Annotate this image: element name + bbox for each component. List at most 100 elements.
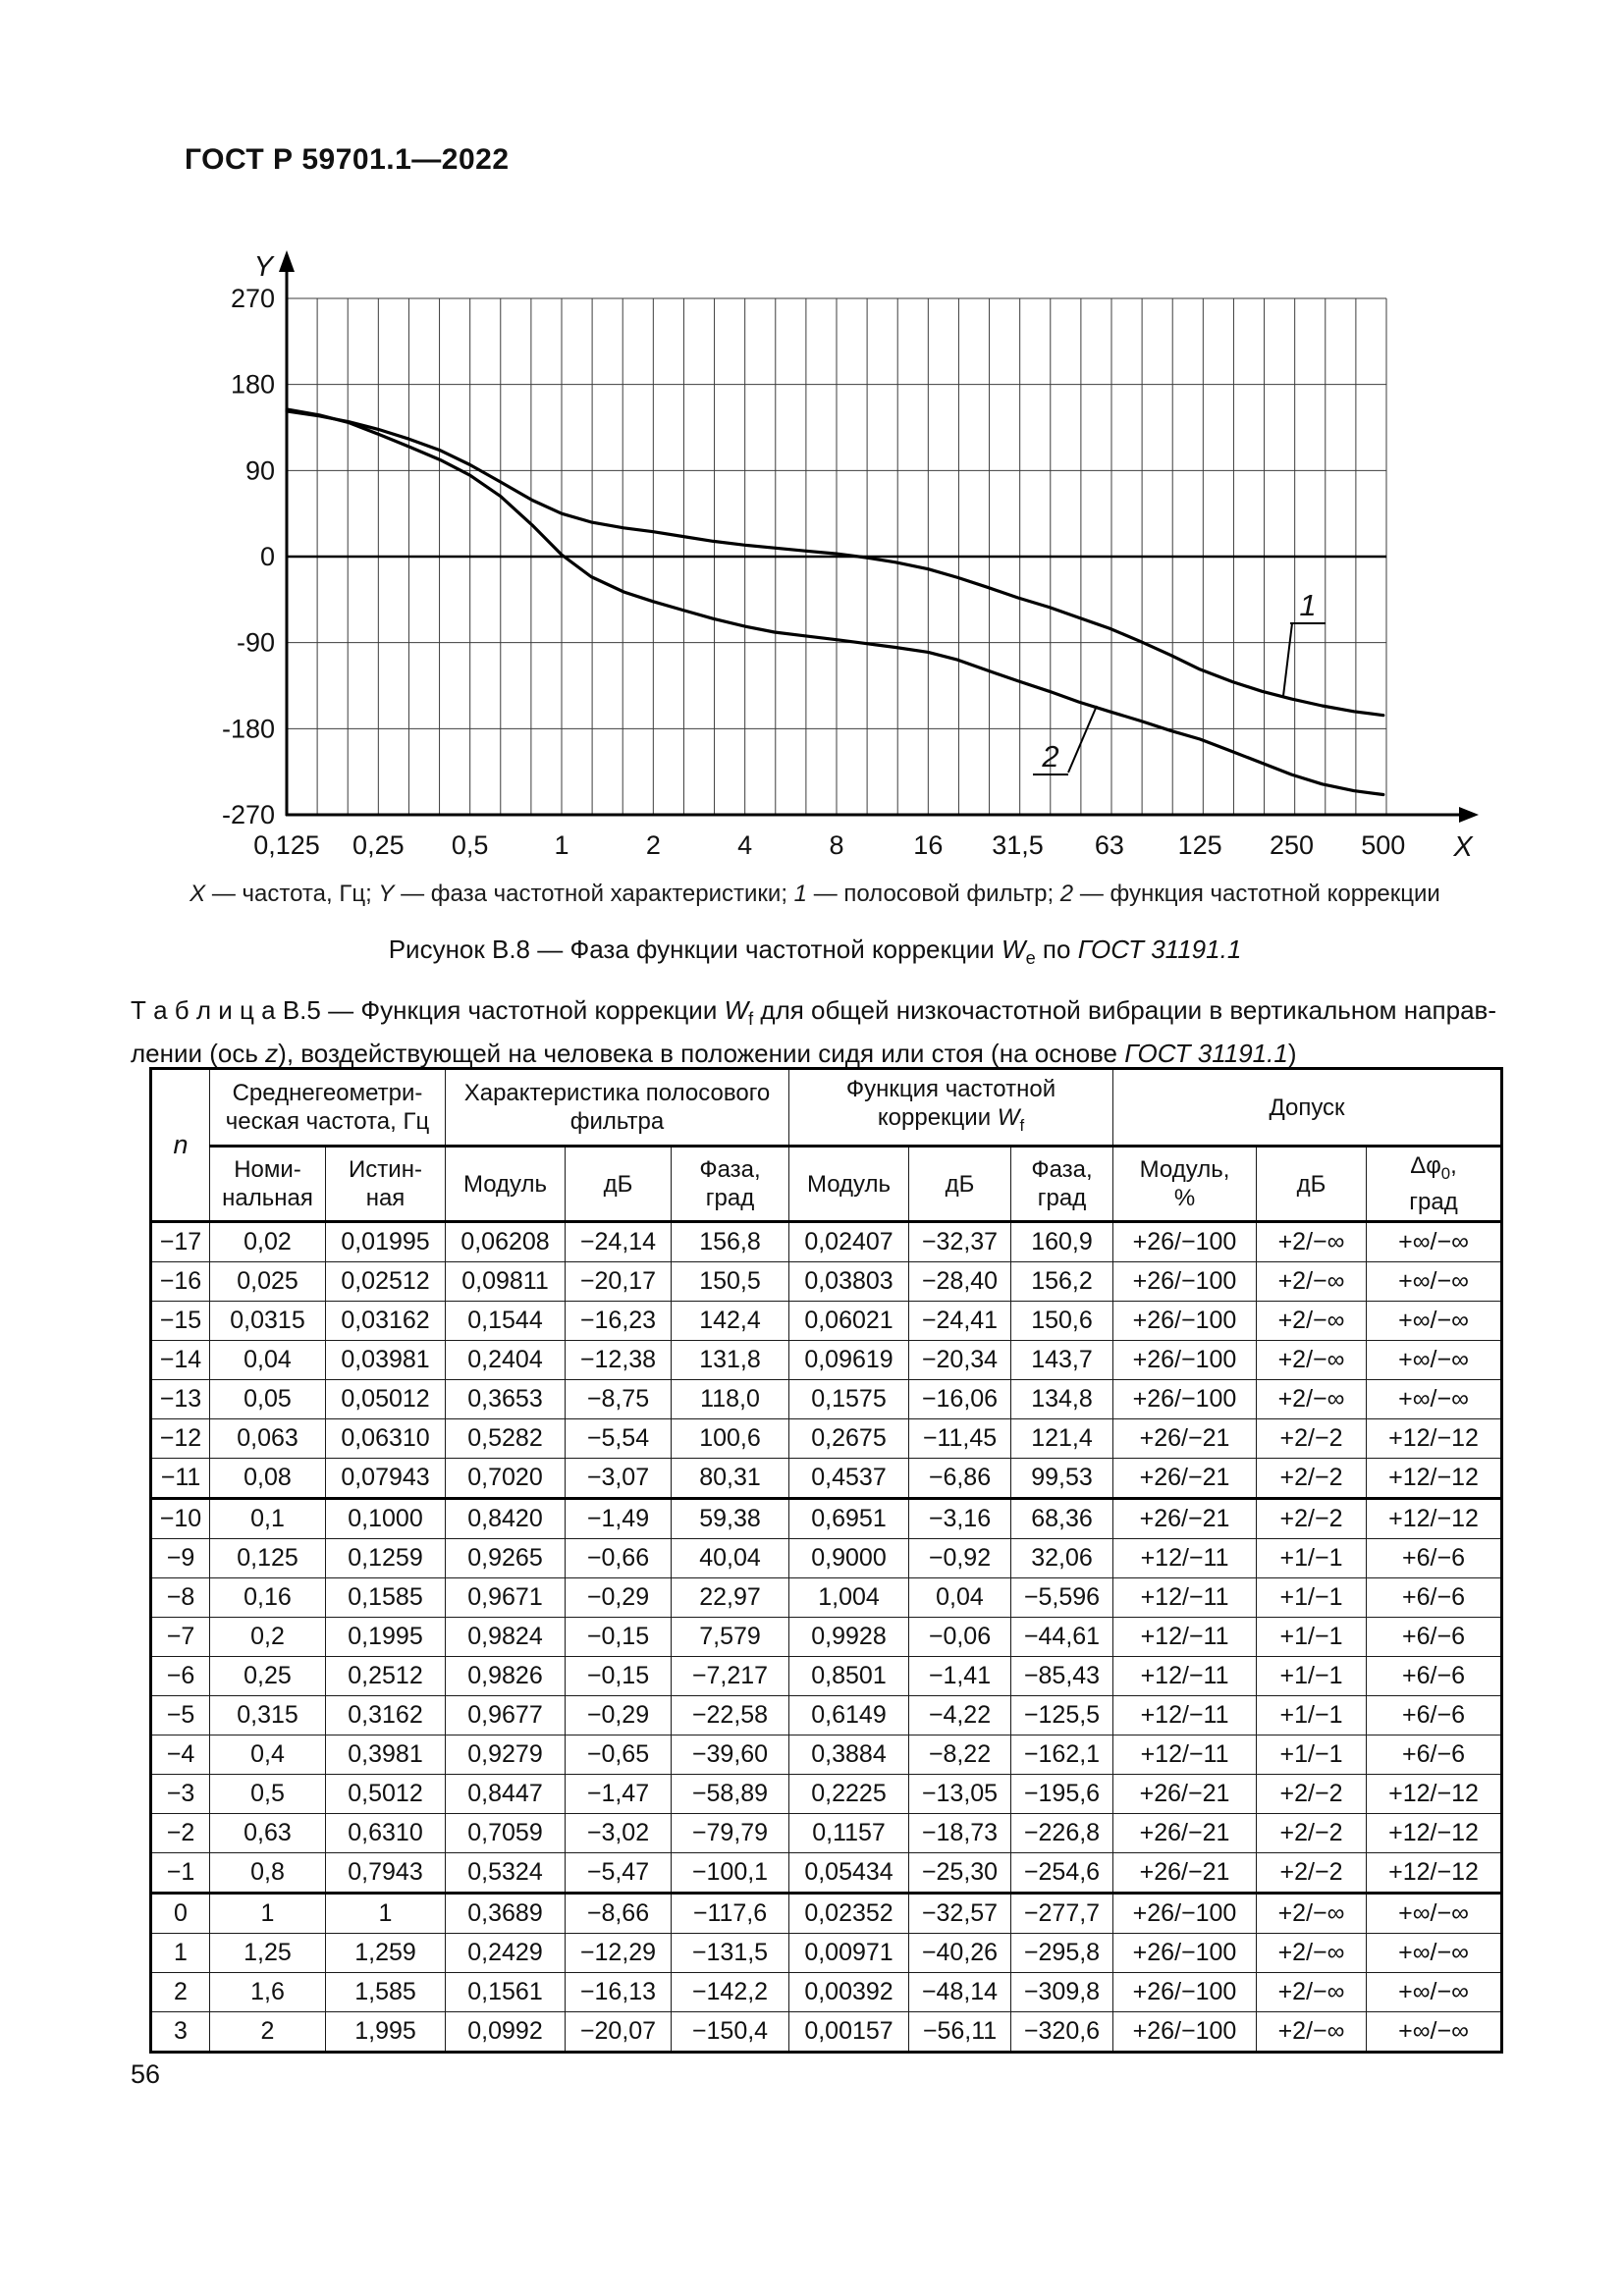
table-cell: 1,25 (209, 1933, 326, 1973)
table-cell: 0,3884 (788, 1735, 909, 1775)
table-cell: 0,1259 (325, 1538, 446, 1578)
table-cell: 0,7943 (325, 1852, 446, 1894)
table-cell: 0,125 (209, 1538, 326, 1578)
legend-x-symbol: X (189, 881, 206, 907)
col-header-filter-db: дБ (565, 1146, 672, 1223)
table-cell: −20,17 (565, 1261, 672, 1302)
table-cell: +12/−12 (1366, 1418, 1503, 1459)
table-cell: +12/−11 (1112, 1538, 1258, 1578)
table-cell: 0,03981 (325, 1340, 446, 1380)
curve2-label: 2 (1041, 739, 1058, 774)
table-title: Т а б л и ц а В.5 — Функция частотной ко… (131, 993, 1505, 1071)
table-cell: 0,09619 (788, 1340, 909, 1380)
y-axis-arrow (279, 250, 295, 272)
table-cell: −3 (150, 1774, 210, 1814)
table-cell: −4 (150, 1735, 210, 1775)
table-cell: 0,03162 (325, 1301, 446, 1341)
table-cell: +6/−6 (1366, 1538, 1503, 1578)
table-cell: +∞/−∞ (1366, 1221, 1503, 1262)
table-cell: −8 (150, 1577, 210, 1618)
table-cell: +26/−100 (1112, 1892, 1258, 1934)
table-cell: 22,97 (671, 1577, 789, 1618)
table-cell: +6/−6 (1366, 1695, 1503, 1735)
table-cell: 0,5012 (325, 1774, 446, 1814)
table-cell: +2/−∞ (1256, 1892, 1368, 1934)
table-cell: 0,1544 (445, 1301, 566, 1341)
table-cell: 0,08 (209, 1458, 326, 1499)
table-cell: 0,2512 (325, 1656, 446, 1696)
table-cell: −3,16 (908, 1497, 1011, 1539)
y-tick-label: 90 (245, 455, 275, 485)
x-tick-label: 16 (913, 830, 943, 860)
table-row: −12 0,063 0,06310 0,5282 −5,54 100,6 0,2675 −11… (150, 1418, 1503, 1459)
col-header-nominal: Номи- нальная (209, 1146, 326, 1223)
table-cell: −9 (150, 1538, 210, 1578)
table-cell: +1/−1 (1256, 1617, 1368, 1657)
table-cell: −295,8 (1009, 1933, 1114, 1973)
table-cell: +26/−100 (1112, 1301, 1258, 1341)
table-cell: +12/−11 (1112, 1695, 1258, 1735)
table-cell: 156,8 (671, 1221, 789, 1262)
phase-chart: 270 180 90 0 -90 -180 -270 Y X 0,125 0,25 0,5 1 2 4 8 16… (147, 231, 1483, 879)
table-cell: −28,40 (908, 1261, 1011, 1302)
table-cell: +26/−21 (1112, 1458, 1258, 1499)
table-cell: 0,063 (209, 1418, 326, 1459)
curve-1 (285, 409, 1385, 718)
table-cell: 1 (325, 1892, 446, 1934)
table-cell: 40,04 (671, 1538, 789, 1578)
table-cell: −131,5 (671, 1933, 789, 1973)
y-tick-label: 180 (231, 370, 275, 400)
col-header-wf-modulus: Модуль (788, 1146, 909, 1223)
col-header-filter-modulus: Модуль (445, 1146, 566, 1223)
table-cell: −12,38 (565, 1340, 672, 1380)
table-cell: −195,6 (1009, 1774, 1114, 1814)
table-cell: −8,22 (908, 1735, 1011, 1775)
table-cell: −24,41 (908, 1301, 1011, 1341)
figure-caption: Рисунок В.8 — Фаза функции частотной кор… (388, 934, 1242, 969)
table-cell: +2/−∞ (1256, 2011, 1368, 2053)
table-row: −7 0,2 0,1995 0,9824 −0,15 7,579 0,9928 −0,06 −4… (150, 1617, 1503, 1657)
table-cell: −5,47 (565, 1852, 672, 1894)
table-cell: 118,0 (671, 1379, 789, 1419)
col-group-bandpass-filter: Характеристика полосового фильтра (445, 1068, 789, 1148)
table-cell: 0,8447 (445, 1774, 566, 1814)
table-cell: −6,86 (908, 1458, 1011, 1499)
table-cell: −14 (150, 1340, 210, 1380)
table-cell: −18,73 (908, 1813, 1011, 1853)
table-cell: 0,7059 (445, 1813, 566, 1853)
table-cell: +∞/−∞ (1366, 1933, 1503, 1973)
table-cell: +2/−2 (1256, 1458, 1368, 1499)
table-cell: 0,06310 (325, 1418, 446, 1459)
table-cell: 0,1575 (788, 1379, 909, 1419)
table-cell: 59,38 (671, 1497, 789, 1539)
table-cell: 0,9279 (445, 1735, 566, 1775)
x-axis-arrow (1459, 807, 1479, 823)
table-cell: −6 (150, 1656, 210, 1696)
table-cell: 0,5282 (445, 1418, 566, 1459)
table-cell: +2/−2 (1256, 1418, 1368, 1459)
table-cell: +∞/−∞ (1366, 1301, 1503, 1341)
table-cell: −5,596 (1009, 1577, 1114, 1618)
col-header-wf-db: дБ (908, 1146, 1011, 1223)
table-row: −13 0,05 0,05012 0,3653 −8,75 118,0 0,1575 −16,… (150, 1379, 1503, 1419)
y-tick-label: 0 (260, 542, 275, 571)
table-cell: +2/−2 (1256, 1813, 1368, 1853)
table-cell: 1,6 (209, 1972, 326, 2012)
curve2-leader-line (1067, 705, 1098, 774)
table-cell: 0,6149 (788, 1695, 909, 1735)
table-cell: −85,43 (1009, 1656, 1114, 1696)
table-cell: −13 (150, 1379, 210, 1419)
table-cell: −58,89 (671, 1774, 789, 1814)
table-cell: −15 (150, 1301, 210, 1341)
table-cell: −32,37 (908, 1221, 1011, 1262)
table-cell: −24,14 (565, 1221, 672, 1262)
table-cell: −7,217 (671, 1656, 789, 1696)
table-cell: 0,00971 (788, 1933, 909, 1973)
table-cell: −16,06 (908, 1379, 1011, 1419)
table-cell: 1,259 (325, 1933, 446, 1973)
table-cell: +2/−2 (1256, 1774, 1368, 1814)
table-cell: −16 (150, 1261, 210, 1302)
table-cell: 0,2429 (445, 1933, 566, 1973)
col-header-n: n (150, 1068, 210, 1223)
